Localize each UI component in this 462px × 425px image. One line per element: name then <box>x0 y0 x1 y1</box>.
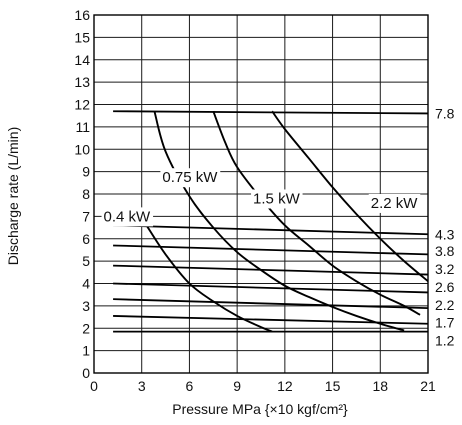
power-curves <box>145 110 429 333</box>
curve-label: 0.75 kW <box>160 168 221 188</box>
y-tick-label: 16 <box>74 7 90 23</box>
y-tick-label: 4 <box>82 276 90 292</box>
flow-line-label: 1.2 <box>435 333 455 349</box>
curve-label: 1.5 kW <box>251 189 303 209</box>
y-tick-label: 2 <box>82 320 90 336</box>
curve-labels: 0.4 kW 0.75 kW 1.5 kW 2.2 kW <box>101 168 421 227</box>
plot-border <box>93 14 429 374</box>
flow-line <box>113 110 429 115</box>
y-tick-label: 6 <box>82 231 90 247</box>
flow-line-label: 2.6 <box>435 279 455 295</box>
curve-label-text: 2.2 kW <box>371 195 419 212</box>
x-axis-ticks: 0 3 6 9 12 15 18 21 <box>90 378 436 394</box>
flow-line-label: 7.8 <box>435 105 455 121</box>
x-tick-label: 0 <box>90 378 98 394</box>
flow-line <box>113 298 429 310</box>
y-tick-label: 13 <box>74 74 90 90</box>
curve-label-background <box>160 168 221 188</box>
curve-label-text: 0.75 kW <box>162 169 218 186</box>
y-tick-label: 14 <box>74 52 90 68</box>
plot-frame <box>93 14 429 374</box>
curve-label-background <box>251 189 303 209</box>
power-curve <box>271 110 429 282</box>
x-axis-title: Pressure MPa {×10 kgf/cm²} <box>172 401 348 417</box>
flow-line-label: 4.3 <box>435 226 455 242</box>
curve-label-text: 1.5 kW <box>253 190 301 207</box>
power-curve <box>153 110 405 332</box>
flow-line-label: 2.2 <box>435 297 455 313</box>
x-tick-label: 3 <box>138 378 146 394</box>
y-tick-label: 7 <box>82 208 90 224</box>
curve-label: 0.4 kW <box>101 207 154 227</box>
curve-label-text: 0.4 kW <box>104 208 152 225</box>
x-tick-label: 6 <box>186 378 194 394</box>
flow-line <box>113 244 429 256</box>
x-tick-label: 21 <box>420 378 436 394</box>
y-tick-label: 9 <box>82 164 90 180</box>
flow-line <box>113 282 429 294</box>
y-tick-label: 10 <box>74 141 90 157</box>
y-tick-label: 3 <box>82 298 90 314</box>
flow-line-labels: 7.8 4.33.8 3.2 2.6 2.2 1.7 1.2 <box>435 105 455 348</box>
y-tick-label: 15 <box>74 29 90 45</box>
x-tick-label: 12 <box>277 378 293 394</box>
y-tick-label: 11 <box>75 119 90 135</box>
flow-lines <box>113 110 429 333</box>
y-tick-label: 8 <box>82 186 90 202</box>
x-tick-label: 18 <box>372 378 388 394</box>
y-tick-label: 5 <box>82 253 90 269</box>
y-tick-label: 12 <box>74 97 90 113</box>
curve-label-background <box>101 207 154 227</box>
x-tick-label: 9 <box>233 378 241 394</box>
x-tick-label: 15 <box>325 378 341 394</box>
flow-line-label: 1.7 <box>435 315 455 331</box>
y-tick-label: 0 <box>82 365 90 381</box>
flow-line-label: 3.2 <box>435 261 455 277</box>
curve-label-background <box>368 193 421 213</box>
flow-line-label: 3.8 <box>435 243 455 259</box>
flow-line <box>113 264 429 276</box>
y-axis-title: Discharge rate (L/min) <box>5 127 21 266</box>
power-curve <box>212 110 421 316</box>
curve-label: 2.2 kW <box>368 193 421 213</box>
y-tick-label: 1 <box>82 343 90 359</box>
power-curve <box>145 224 273 333</box>
